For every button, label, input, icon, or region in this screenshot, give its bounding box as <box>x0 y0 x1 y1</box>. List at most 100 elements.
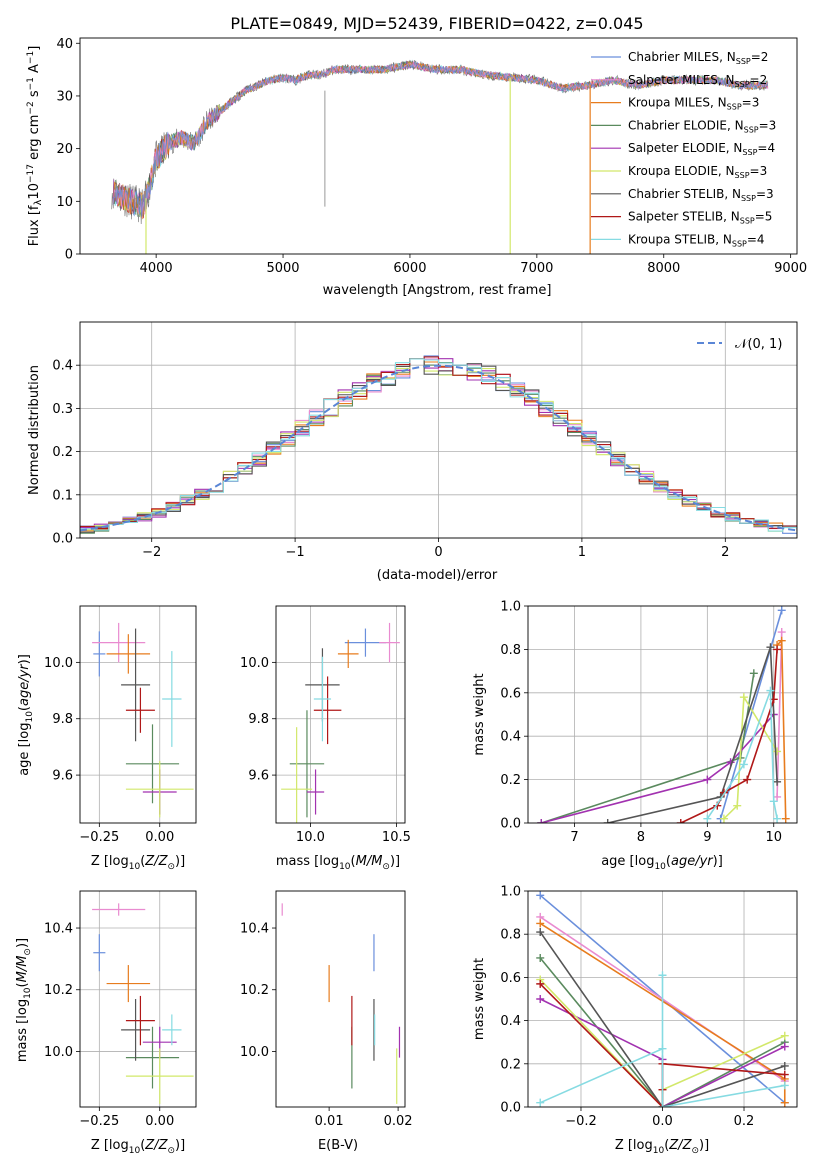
x-tick-label: 7 <box>570 830 578 845</box>
legend-sub: SSP <box>735 80 750 89</box>
y-tick-label: 0.2 <box>500 773 521 788</box>
y-axis-label: mass weight <box>472 958 487 1040</box>
y-tick-label: 0.4 <box>52 359 73 374</box>
mass_vs_ebv-panel: 0.01 0.02 10.0 10.2 10.4 E(B-V) <box>240 890 413 1153</box>
legend-entry: Kroupa MILES, NSSP=3 <box>628 96 759 112</box>
y-tick-label: 0.2 <box>500 1057 521 1072</box>
label-part: age/yr <box>671 854 714 869</box>
weight-marker <box>658 1103 667 1107</box>
weight-marker <box>733 801 742 810</box>
x-axis-label: (data-model)/error <box>377 568 498 583</box>
weight-marker <box>780 1031 789 1040</box>
label-part: ( <box>17 706 32 711</box>
x-tick-label: 1 <box>578 545 586 560</box>
label-part: −1 <box>26 77 36 90</box>
label-part: ( <box>664 1138 669 1153</box>
weight-line-4 <box>541 713 775 823</box>
x-tick-label: −0.25 <box>79 830 119 845</box>
weight-marker <box>658 971 667 980</box>
y-axis-label: Flux [fλ10−17 erg cm−2 s−1 A−1] <box>26 46 44 247</box>
label-part: )] <box>175 854 185 869</box>
axes-frame <box>79 605 197 824</box>
weight-line-6 <box>607 646 778 823</box>
model-spectrum-1 <box>112 61 769 219</box>
label-part: ⊙ <box>691 1146 699 1156</box>
label-part: Z/Z <box>668 1138 692 1153</box>
legend-sub: SSP <box>735 171 750 180</box>
spectrum-plot <box>111 59 769 254</box>
weight-line-3 <box>541 673 755 823</box>
axes-frame <box>527 605 798 824</box>
y-tick-label: 0.6 <box>500 971 521 986</box>
y-tick-label: 10 <box>56 195 73 210</box>
weight_vs_Z-plot <box>536 891 789 1107</box>
legend-name: Kroupa STELIB, N <box>628 232 732 246</box>
weight-marker <box>749 669 758 678</box>
label-part: −17 <box>26 164 36 183</box>
legend-entry: Kroupa ELODIE, NSSP=3 <box>628 164 767 180</box>
y-axis-label: mass weight <box>472 673 487 755</box>
age_vs_Z-panel: −0.25 0.009.69.810.0Z [log10(Z/Z⊙)]age [l… <box>17 605 197 872</box>
weight-marker <box>780 1042 789 1051</box>
weight-marker <box>739 760 748 769</box>
age_vs_mass-plot <box>281 622 400 823</box>
x-tick-label: −2 <box>142 545 161 560</box>
x-axis-label: mass [log10(M/M⊙)] <box>276 854 400 872</box>
label-part: 10 <box>27 183 42 200</box>
age_vs_mass-panel: 10.0 10.5 9.6 9.8 10.0 mass [log10(M/M⊙)] <box>240 605 411 872</box>
weight-line-5 <box>723 694 778 820</box>
y-tick-label: 0.4 <box>500 1014 521 1029</box>
label-part: ( <box>15 982 30 987</box>
weight-marker <box>719 814 728 823</box>
weight-marker <box>777 606 786 615</box>
weight-line-8 <box>539 975 785 1107</box>
legend-sub: SSP <box>736 57 751 66</box>
y-tick-label: 0 <box>65 248 73 263</box>
legend-count: =2 <box>750 73 768 87</box>
weight-marker <box>743 775 752 784</box>
legend-entry: Chabrier ELODIE, NSSP=3 <box>628 118 776 134</box>
label-part: 10 <box>129 1146 141 1156</box>
weight_vs_Z-panel: −0.2 0.0 0.2 0.0 0.2 0.4 0.6 0.8 1.0 Z [log10(Z/Z… <box>472 885 798 1156</box>
x-tick-label: 10 <box>765 830 782 845</box>
age_vs_Z-plot <box>92 622 194 818</box>
label-part: −1 <box>26 51 36 64</box>
x-tick-label: 0.02 <box>384 1114 413 1129</box>
label-part: Z [log <box>615 1138 653 1153</box>
x-tick-label: 4000 <box>140 261 173 276</box>
weight_vs_age-plot <box>537 606 790 823</box>
y-tick-label: 9.8 <box>52 712 73 727</box>
y-tick-label: 0.8 <box>500 643 521 658</box>
label-part: 10 <box>653 1146 665 1156</box>
x-tick-label: 10.5 <box>382 830 411 845</box>
x-tick-label: −1 <box>286 545 305 560</box>
weight-marker <box>703 775 712 784</box>
weight-marker <box>536 953 545 962</box>
x-tick-label: 9000 <box>774 261 807 276</box>
weight-marker <box>536 928 545 937</box>
legend-count: =4 <box>747 232 765 246</box>
label-part: Z/Z <box>144 1138 168 1153</box>
legend-sub: SSP <box>741 194 756 203</box>
weight-line-1 <box>776 632 783 797</box>
y-tick-label: 0.4 <box>500 730 521 745</box>
axes-frame <box>79 37 798 255</box>
legend-sub: SSP <box>744 125 759 134</box>
legend-count: =3 <box>742 96 760 110</box>
label-part: s <box>27 90 42 101</box>
label-part: Z [log <box>91 1138 129 1153</box>
residuals-panel: −2 −1 0 1 2 0.0 0.1 0.2 0.3 0.4 (data-model)/error… <box>27 321 798 583</box>
x-axis-label: age [log10(age/yr)] <box>601 854 723 872</box>
legend-name: Salpeter ELODIE, N <box>628 141 742 155</box>
weight-marker <box>773 777 782 786</box>
weight-marker <box>766 643 775 652</box>
y-tick-label: 20 <box>56 142 73 157</box>
y-axis-label: age [log10(age/yr)] <box>17 654 35 776</box>
label-part: erg cm <box>27 115 42 164</box>
legend-name: Salpeter STELIB, N <box>628 210 740 224</box>
y-tick-label: 0.8 <box>500 928 521 943</box>
legend-name: Kroupa MILES, N <box>628 96 727 110</box>
weight-marker <box>603 819 612 823</box>
legend-entry: Salpeter MILES, NSSP=2 <box>628 73 767 89</box>
